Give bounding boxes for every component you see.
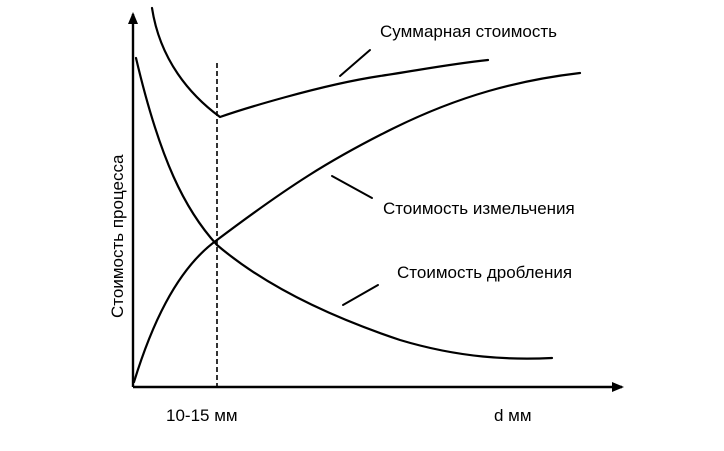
leader-grinding-cost [331,175,373,199]
series-label-crushing-cost: Стоимость дробления [397,263,572,282]
y-axis-label: Стоимость процесса [108,154,127,318]
leader-total-cost [339,49,371,77]
series-line-grinding-cost [132,71,582,384]
x-axis-label: d мм [494,406,532,425]
leader-crushing-cost [342,284,379,306]
series-line-total-cost [150,6,490,119]
marker-label: 10-15 мм [166,406,238,425]
series-line-crushing-cost [134,56,554,360]
series-label-total-cost: Суммарная стоимость [380,22,557,41]
series-label-grinding-cost: Стоимость измельчения [383,199,575,218]
